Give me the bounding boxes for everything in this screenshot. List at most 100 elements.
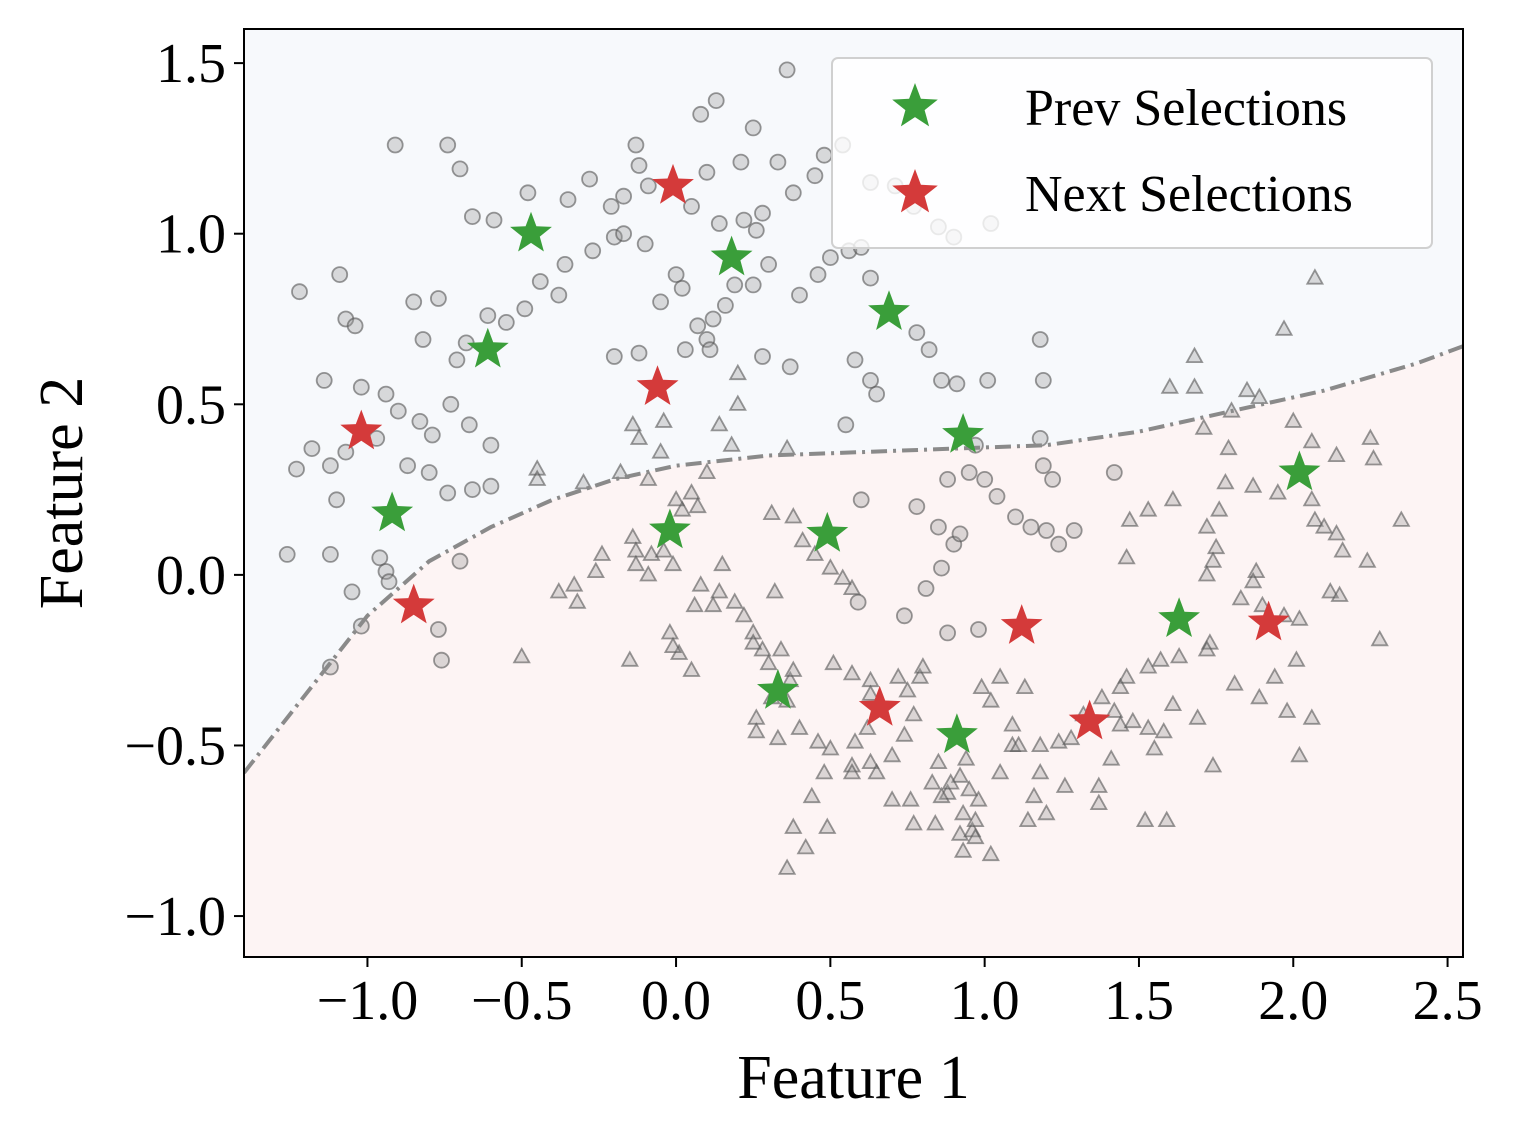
- circle-point: [343, 583, 361, 601]
- circle-point: [463, 208, 481, 226]
- triangle-point: [654, 411, 673, 428]
- circle-point: [303, 440, 321, 458]
- legend-next-label: Next Selections: [1025, 166, 1353, 223]
- triangle-point: [784, 817, 803, 834]
- triangle-point: [895, 725, 914, 742]
- triangle-point: [1154, 721, 1173, 739]
- circle-point: [399, 457, 417, 475]
- triangle-point: [1265, 667, 1284, 684]
- circle-point: [769, 153, 787, 171]
- triangle-point: [802, 786, 821, 804]
- circle-point: [868, 385, 885, 403]
- triangle-point: [966, 810, 985, 827]
- triangle-point: [1216, 472, 1235, 490]
- triangle-point: [1197, 565, 1217, 582]
- triangle-point: [528, 469, 547, 486]
- triangle-point: [725, 592, 744, 609]
- circle-point: [852, 491, 870, 509]
- decision-boundary-line: [244, 344, 1463, 775]
- triangle-point: [1123, 711, 1142, 729]
- circle-point: [704, 310, 722, 328]
- circle-point: [519, 184, 537, 202]
- triangle-point: [953, 803, 973, 821]
- circle-point: [602, 197, 620, 215]
- triangle-point: [512, 646, 531, 664]
- triangle-point: [1185, 346, 1204, 363]
- triangle-point: [1302, 708, 1321, 725]
- circle-point: [862, 269, 879, 287]
- triangle-point: [1049, 732, 1068, 749]
- triangle-point: [734, 605, 754, 623]
- circle-point: [352, 378, 370, 396]
- prev-selection-star: [649, 508, 691, 549]
- prev-selection-star: [371, 491, 414, 532]
- triangle-point: [639, 565, 658, 582]
- triangle-point: [1185, 377, 1204, 394]
- next-selection-star: [392, 583, 435, 624]
- triangle-point: [821, 558, 840, 575]
- triangle-point: [845, 732, 865, 749]
- triangle-point: [858, 718, 877, 735]
- x-tick-label: 0.0: [641, 970, 711, 1032]
- triangle-point: [966, 827, 985, 845]
- circle-point: [482, 477, 500, 495]
- triangle-point: [1231, 588, 1250, 606]
- circle-point: [550, 286, 568, 304]
- circle-point: [948, 375, 966, 393]
- triangle-point: [960, 779, 979, 797]
- triangle-point: [1302, 431, 1321, 449]
- circle-point: [420, 464, 438, 481]
- triangle-point: [1018, 810, 1038, 827]
- circle-point: [760, 255, 777, 273]
- triangle-point: [710, 582, 729, 599]
- triangle-point: [861, 684, 880, 701]
- triangle-point: [713, 554, 732, 572]
- circle-point: [698, 331, 716, 348]
- triangle-point: [703, 595, 723, 613]
- circle-point: [605, 348, 623, 365]
- triangle-point: [1284, 411, 1303, 428]
- circle-point: [377, 563, 395, 580]
- triangle-point: [654, 541, 673, 558]
- triangle-point: [1139, 718, 1158, 735]
- legend-next-star: [892, 169, 938, 213]
- circle-point: [652, 293, 669, 311]
- triangle-point: [651, 442, 670, 459]
- x-tick-label: −1.0: [317, 970, 419, 1032]
- circle-point: [822, 249, 839, 267]
- triangle-point: [1197, 517, 1217, 534]
- circle-point: [429, 290, 447, 307]
- circle-point: [951, 525, 969, 543]
- circle-point: [288, 460, 305, 478]
- circle-point: [433, 651, 450, 669]
- triangle-point: [697, 462, 717, 479]
- triangle-point: [586, 561, 605, 578]
- circle-point: [559, 191, 577, 209]
- triangle-point: [1268, 483, 1287, 500]
- triangle-point: [818, 817, 837, 834]
- circle-point: [744, 276, 762, 294]
- triangle-point: [768, 728, 788, 746]
- circle-point: [389, 402, 407, 420]
- triangle-point: [1089, 793, 1108, 810]
- triangle-point: [972, 677, 991, 694]
- triangle-point: [898, 681, 917, 698]
- x-tick-label: 1.5: [1104, 970, 1174, 1032]
- circle-point: [386, 136, 404, 154]
- circle-point: [717, 296, 734, 314]
- circle-point: [784, 184, 802, 202]
- circle-point: [698, 163, 716, 181]
- circle-point: [516, 300, 534, 318]
- circle-point: [970, 621, 987, 638]
- triangle-point: [1031, 762, 1050, 780]
- circle-point: [315, 371, 333, 389]
- circle-point: [371, 549, 389, 567]
- circle-point: [414, 331, 432, 348]
- triangle-point: [592, 544, 612, 561]
- circle-point: [439, 484, 457, 502]
- triangle-point: [1169, 646, 1189, 664]
- triangle-point: [1120, 510, 1139, 527]
- next-selection-star: [636, 365, 679, 405]
- triangle-point: [1206, 537, 1226, 555]
- circle-point: [689, 317, 707, 335]
